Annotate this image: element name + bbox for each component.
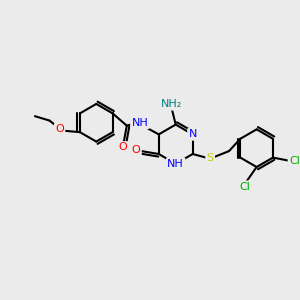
Text: NH: NH	[167, 159, 184, 169]
Text: Cl: Cl	[240, 182, 250, 192]
Text: O: O	[132, 145, 140, 154]
Text: Cl: Cl	[289, 155, 300, 166]
Text: NH: NH	[131, 118, 148, 128]
Text: O: O	[118, 142, 127, 152]
Text: O: O	[55, 124, 64, 134]
Text: S: S	[207, 153, 214, 164]
Text: NH₂: NH₂	[161, 99, 182, 109]
Text: N: N	[188, 129, 197, 140]
